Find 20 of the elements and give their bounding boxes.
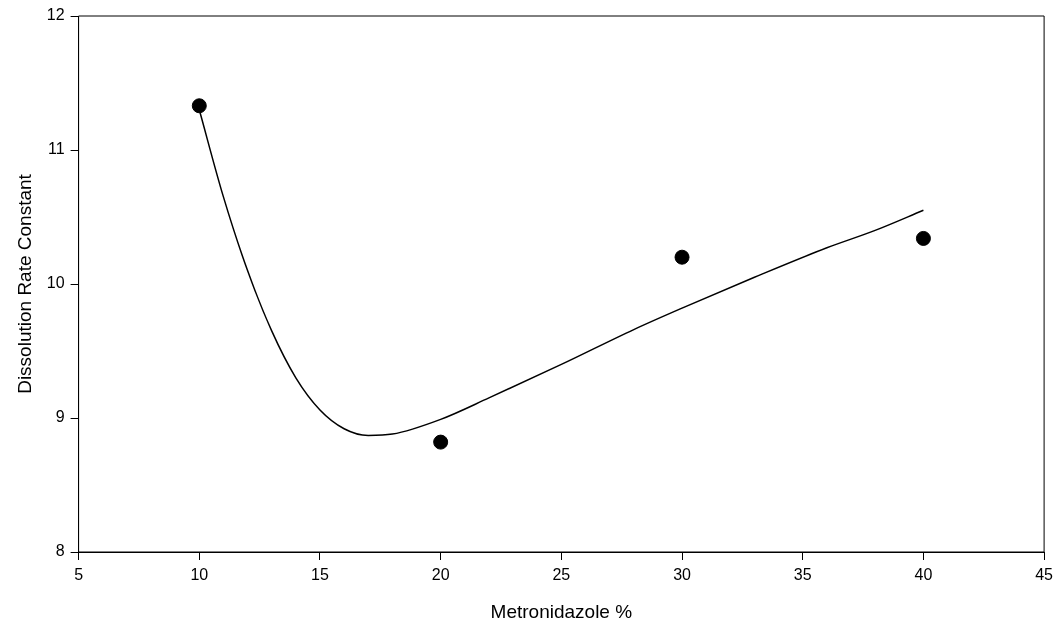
y-tick-label: 9	[55, 408, 65, 426]
y-tick-label: 10	[46, 274, 65, 292]
x-tick-label: 35	[793, 566, 812, 584]
point	[191, 98, 207, 114]
x-axis-title: Metronidazole %	[490, 600, 633, 622]
y-tick-label: 8	[55, 542, 65, 560]
x-tick-label: 10	[190, 566, 209, 584]
x-tick-label: 30	[673, 566, 692, 584]
x-tick-label: 20	[431, 566, 450, 584]
point	[674, 249, 690, 265]
x-tick-label: 15	[311, 566, 329, 584]
y-tick-label: 11	[47, 140, 65, 158]
y-tick-label: 12	[46, 6, 65, 24]
point	[915, 230, 931, 246]
point	[433, 434, 449, 450]
y-axis-title: Dissolution Rate Constant	[13, 173, 35, 394]
x-tick-label: 25	[552, 566, 571, 584]
x-tick-label: 5	[74, 566, 84, 584]
x-tick-label: 40	[914, 566, 933, 584]
x-tick-label: 45	[1035, 566, 1054, 584]
